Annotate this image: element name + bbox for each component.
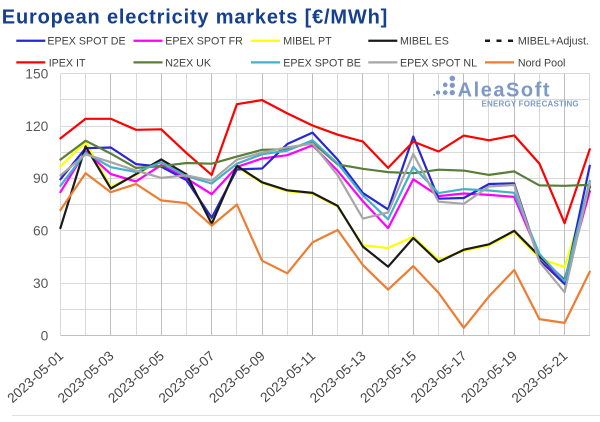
svg-text:30: 30: [33, 276, 49, 291]
svg-text:MIBEL ES: MIBEL ES: [400, 36, 449, 48]
svg-text:0: 0: [41, 329, 49, 344]
svg-text:120: 120: [25, 119, 48, 134]
svg-text:EPEX SPOT BE: EPEX SPOT BE: [283, 57, 361, 69]
svg-text:N2EX UK: N2EX UK: [165, 57, 212, 69]
svg-text:Nord Pool: Nord Pool: [518, 57, 566, 69]
svg-text:MIBEL+Adjust.: MIBEL+Adjust.: [518, 36, 589, 48]
svg-text:EPEX SPOT NL: EPEX SPOT NL: [400, 57, 477, 69]
svg-text:150: 150: [25, 66, 48, 81]
svg-text:60: 60: [33, 224, 49, 239]
svg-text:90: 90: [33, 171, 49, 186]
svg-text:European electricity markets [: European electricity markets [€/MWh]: [2, 6, 388, 28]
svg-text:IPEX IT: IPEX IT: [49, 57, 86, 69]
svg-text:AleaSoft: AleaSoft: [458, 80, 552, 102]
svg-text:EPEX SPOT DE: EPEX SPOT DE: [47, 36, 125, 48]
svg-text:ENERGY FORECASTING: ENERGY FORECASTING: [482, 99, 579, 108]
svg-text:EPEX SPOT FR: EPEX SPOT FR: [165, 36, 243, 48]
svg-text:MIBEL PT: MIBEL PT: [283, 36, 332, 48]
